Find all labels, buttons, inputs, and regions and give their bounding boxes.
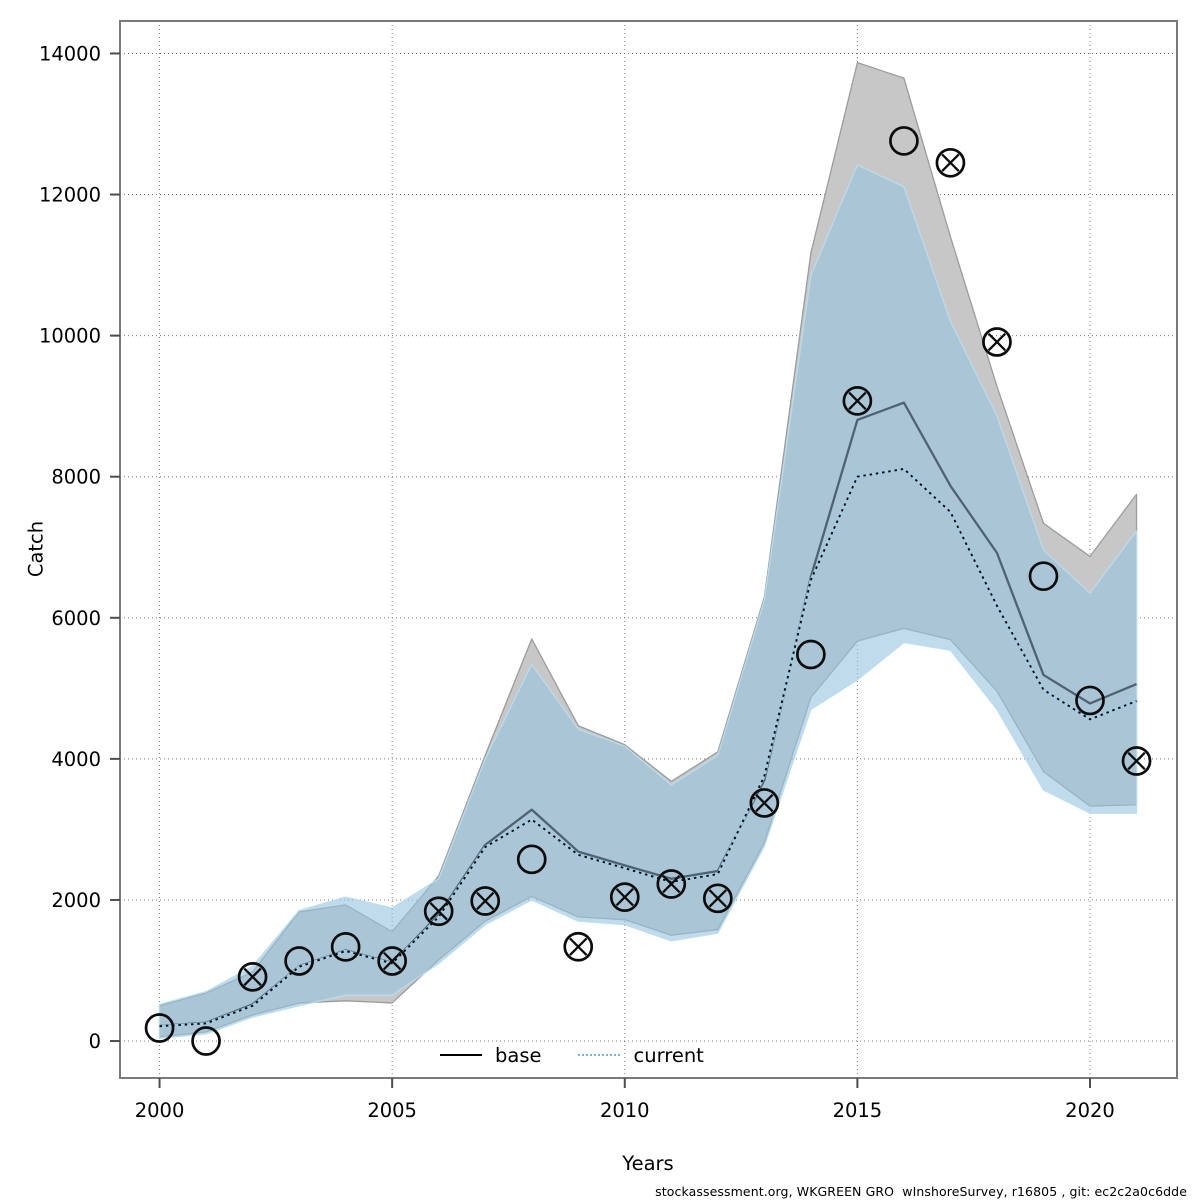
observation-circle-marker <box>516 844 547 875</box>
marker-cross-stroke <box>662 874 681 894</box>
y-tick-label: 10000 <box>39 325 101 348</box>
legend-label-base: base <box>495 1043 542 1067</box>
legend: base current <box>440 1041 704 1069</box>
observation-crossed-circle-marker <box>1121 746 1152 776</box>
y-axis-title: Catch <box>24 520 48 578</box>
legend-label-current: current <box>633 1043 704 1067</box>
observation-crossed-circle-marker <box>563 931 594 962</box>
observation-circle-marker <box>330 932 361 962</box>
x-tick-label: 2005 <box>367 1099 417 1122</box>
y-tick-label: 4000 <box>51 748 101 771</box>
current-fit-line-underlay <box>159 467 1137 1028</box>
observation-crossed-circle-marker <box>842 386 873 416</box>
legend-item-base: base <box>440 1044 541 1067</box>
source-attribution: stockassessment.org, WKGREEN GRO wInshor… <box>655 1184 1187 1199</box>
marker-cross-stroke <box>941 153 960 172</box>
x-tick-label: 2000 <box>135 1099 185 1122</box>
marker-cross-stroke <box>987 332 1007 352</box>
marker-cross-stroke <box>708 889 727 908</box>
observation-crossed-circle-marker <box>702 883 733 914</box>
current-line-sample <box>578 1054 621 1056</box>
x-tick-label: 2015 <box>833 1099 883 1122</box>
base-line-sample <box>440 1054 482 1056</box>
observation-crossed-circle-marker <box>470 886 501 916</box>
observation-circle-marker <box>1028 561 1059 592</box>
observation-circle-marker <box>796 639 826 670</box>
y-tick-label: 8000 <box>51 466 101 489</box>
legend-item-current: current <box>578 1043 704 1067</box>
y-tick-label: 14000 <box>39 42 101 65</box>
y-tick-label: 2000 <box>51 889 101 912</box>
observation-crossed-circle-marker <box>609 882 640 912</box>
marker-cross-stroke <box>429 902 448 921</box>
marker-cross-stroke <box>383 951 402 971</box>
observation-crossed-circle-marker <box>377 946 408 976</box>
observation-crossed-circle-marker <box>982 327 1012 357</box>
plot-frame <box>119 20 1178 1079</box>
marker-cross-stroke <box>1127 751 1146 771</box>
marker-cross-stroke <box>476 891 495 911</box>
marker-cross-stroke <box>615 888 634 907</box>
observation-crossed-circle-marker <box>935 147 966 178</box>
observation-circle-marker <box>191 1026 221 1056</box>
y-tick-label: 0 <box>89 1030 101 1053</box>
y-tick-label: 6000 <box>51 607 101 630</box>
observation-circle-marker <box>1075 685 1105 716</box>
observation-circle-marker <box>284 946 314 976</box>
observation-circle-marker <box>889 126 919 156</box>
observation-crossed-circle-marker <box>749 788 780 818</box>
marker-cross-stroke <box>569 937 588 956</box>
observation-crossed-circle-marker <box>237 961 268 992</box>
marker-cross-stroke <box>243 967 262 986</box>
observation-crossed-circle-marker <box>656 869 687 899</box>
current-confidence-band <box>158 164 1138 1039</box>
observation-crossed-circle-marker <box>423 896 454 927</box>
marker-cross-stroke <box>755 793 774 813</box>
x-tick-label: 2020 <box>1065 1099 1115 1122</box>
x-axis-title: Years <box>622 1152 674 1175</box>
x-tick-label: 2010 <box>600 1099 650 1122</box>
marker-cross-stroke <box>848 391 867 410</box>
observation-circle-marker <box>144 1013 175 1043</box>
y-tick-label: 12000 <box>39 184 101 207</box>
